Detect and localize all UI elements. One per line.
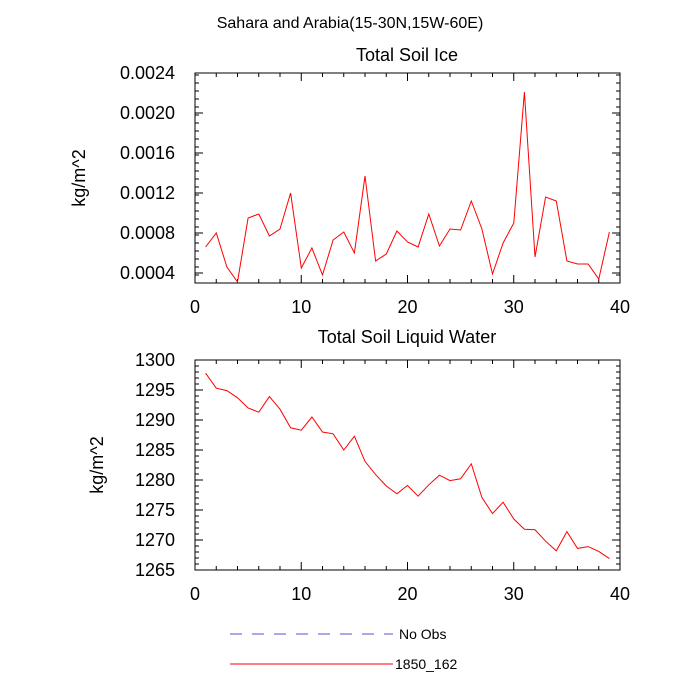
y-tick-label: 0.0008 [120,223,175,243]
super-title: Sahara and Arabia(15-30N,15W-60E) [217,15,484,32]
x-tick-label: 40 [610,297,630,317]
series-group-soil-ice [205,91,610,283]
series-group-soil-liquid-water [205,372,610,560]
panel-title-soil-ice: Total Soil Ice [356,45,458,65]
ylabel-soil-ice: kg/m^2 [69,149,89,206]
y-tick-label: 1275 [135,500,175,520]
y-tick-label: 0.0004 [120,263,175,283]
y-tick-label: 1300 [135,350,175,370]
panel-soil-ice: Total Soil Ice kg/m^2 0 10 20 30 40 0.0004 0.0… [69,45,630,317]
y-tick-label: 0.0020 [120,103,175,123]
x-tick-label: 20 [397,297,417,317]
y-tick-label: 0.0016 [120,143,175,163]
axes-soil-liquid-water: 0 10 20 30 40 1265 1270 1275 1280 1285 1290 1295 130… [135,350,630,604]
y-tick-label: 1285 [135,440,175,460]
x-tick-label: 30 [504,584,524,604]
legend-label-1850-162: 1850_162 [395,656,458,672]
legend-label-no-obs: No Obs [399,626,446,642]
x-tick-label: 20 [397,584,417,604]
y-tick-label: 1295 [135,380,175,400]
x-tick-label: 0 [190,584,200,604]
series-line-soil-liquid-water [205,372,610,560]
x-tick-label: 10 [291,297,311,317]
axes-soil-ice: 0 10 20 30 40 0.0004 0.0008 0.0012 0.0016 0.0020 0… [120,63,630,317]
y-tick-label: 1290 [135,410,175,430]
legend: No Obs 1850_162 [230,626,458,672]
y-tick-label: 0.0024 [120,63,175,83]
y-tick-label: 1265 [135,560,175,580]
plot-frame-soil-ice [194,72,621,284]
y-tick-label: 1270 [135,530,175,550]
x-tick-label: 30 [504,297,524,317]
y-tick-label: 0.0012 [120,183,175,203]
series-line-soil-ice [205,91,610,283]
plot-frame-soil-liquid-water [194,359,621,571]
panel-title-soil-liquid-water: Total Soil Liquid Water [318,327,496,347]
x-tick-label: 40 [610,584,630,604]
ylabel-soil-liquid-water: kg/m^2 [87,436,107,493]
panel-soil-liquid-water: Total Soil Liquid Water kg/m^2 0 10 20 30 40… [87,327,630,604]
x-tick-label: 10 [291,584,311,604]
x-tick-label: 0 [190,297,200,317]
y-tick-label: 1280 [135,470,175,490]
